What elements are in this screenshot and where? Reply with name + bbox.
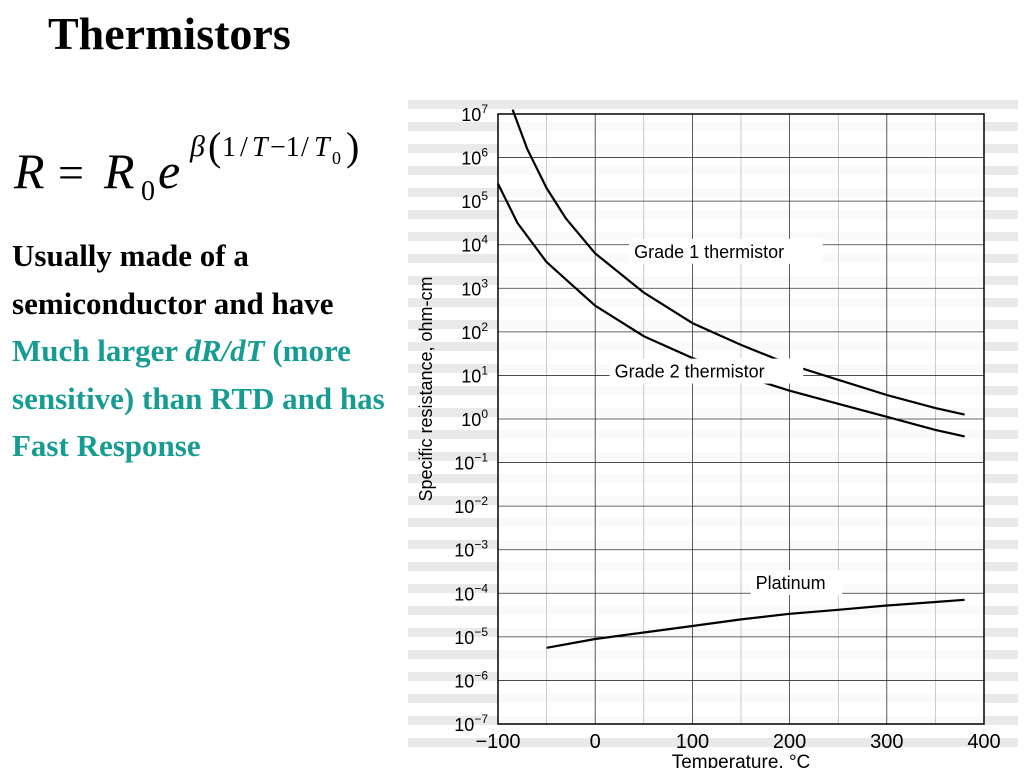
x-tick-label: 400 xyxy=(967,731,1000,753)
y-tick-label: 10−7 xyxy=(454,712,488,735)
body-run-4: (more sensitive) than RTD and has Fast R… xyxy=(12,333,385,463)
svg-text:): ) xyxy=(346,124,359,169)
y-axis-label: Specific resistance, ohm-cm xyxy=(416,276,436,501)
y-tick-label: 107 xyxy=(461,102,488,125)
svg-text:T: T xyxy=(314,132,332,163)
series-label-bg xyxy=(750,569,843,595)
x-tick-label: 100 xyxy=(676,731,709,753)
x-tick-label: 200 xyxy=(773,731,806,753)
series-line-grade-1-thermistor xyxy=(511,109,965,416)
description-paragraph: Usually made of a semiconductor and have… xyxy=(12,232,402,470)
series-label-grade-2-thermistor: Grade 2 thermistor xyxy=(615,362,765,382)
svg-text:β: β xyxy=(189,130,205,163)
x-tick-label: 300 xyxy=(870,731,903,753)
svg-text:/: / xyxy=(240,132,248,163)
svg-text:R: R xyxy=(13,143,45,199)
chart-svg: −100 0 100 200 300 400 107 106 105 104 103 102 101 10… xyxy=(408,100,1018,768)
slide-title: Thermistors xyxy=(48,8,291,59)
y-tick-label: 10−3 xyxy=(454,538,488,561)
plot-frame xyxy=(497,113,985,725)
x-axis-label: Temperature, °C xyxy=(672,752,811,768)
svg-text:(: ( xyxy=(208,124,221,169)
thermistor-equation: R = R 0 e β ( 1 / T −1 / T 0 ) xyxy=(12,118,392,208)
x-tick-label: 0 xyxy=(590,731,601,753)
y-tick-label: 106 xyxy=(461,146,488,169)
scan-text-line xyxy=(408,100,1018,109)
svg-text:0: 0 xyxy=(141,176,155,207)
y-tick-label: 10−6 xyxy=(454,668,488,691)
y-tick-label: 102 xyxy=(461,320,488,343)
y-tick-label: 100 xyxy=(461,407,488,430)
y-tick-label: 10−2 xyxy=(454,494,488,517)
svg-text:1: 1 xyxy=(222,132,236,163)
equation-graphic: R = R 0 e β ( 1 / T −1 / T 0 ) xyxy=(13,124,359,207)
svg-text:−1: −1 xyxy=(270,132,300,163)
y-tick-label: 10−1 xyxy=(454,451,488,474)
svg-text:e: e xyxy=(158,143,180,199)
body-run-0: Usually made of a semiconductor and have xyxy=(12,238,334,321)
svg-text:R: R xyxy=(103,143,135,199)
y-tick-label: 103 xyxy=(461,276,488,299)
svg-text:/: / xyxy=(301,132,309,163)
thermistor-resistance-chart: −100 0 100 200 300 400 107 106 105 104 103 102 101 10… xyxy=(404,92,1024,768)
svg-text:0: 0 xyxy=(332,148,341,168)
svg-text:T: T xyxy=(252,132,270,163)
scan-text-line xyxy=(408,738,1018,747)
y-tick-label: 104 xyxy=(461,233,488,256)
y-tick-label: 101 xyxy=(461,363,488,386)
svg-text:=: = xyxy=(58,147,84,198)
y-tick-label: 10−5 xyxy=(454,625,488,648)
series-label-grade-1-thermistor: Grade 1 thermistor xyxy=(634,242,784,262)
body-run-1: Much larger xyxy=(12,333,178,368)
y-tick-label: 10−4 xyxy=(454,581,488,604)
y-tick-label: 105 xyxy=(461,189,488,212)
series-line-grade-2-thermistor xyxy=(497,183,965,438)
series-line-platinum xyxy=(546,598,965,649)
x-tick-label: −100 xyxy=(475,731,520,753)
series-label-bg xyxy=(629,238,823,264)
series-label-bg xyxy=(609,358,804,384)
body-run-3: dR/dT xyxy=(185,333,265,368)
series-label-platinum: Platinum xyxy=(756,573,826,593)
